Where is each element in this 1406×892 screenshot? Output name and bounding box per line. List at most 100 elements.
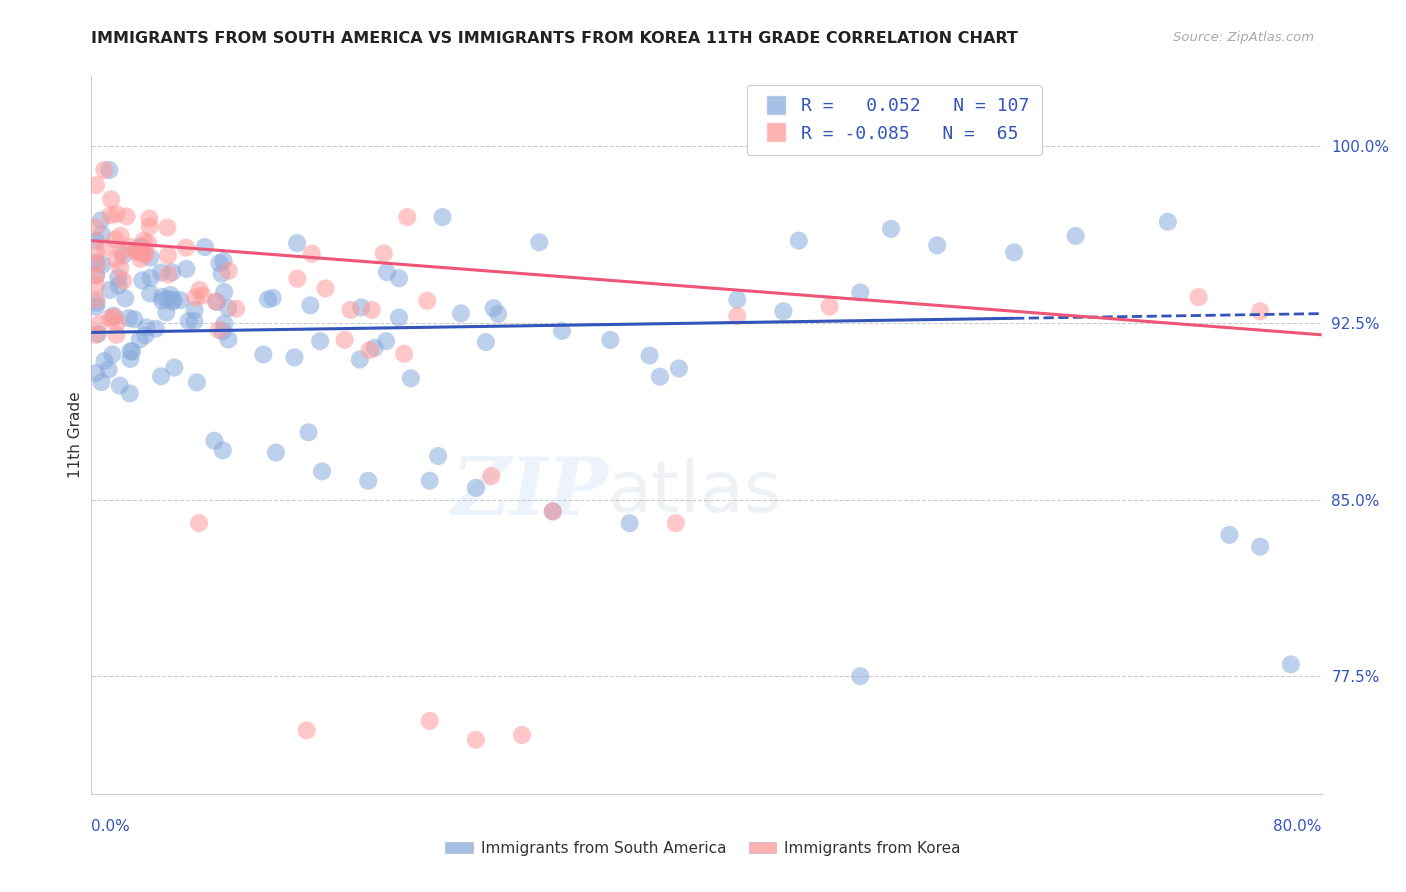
Point	[315, 281, 337, 295]
Point	[188, 516, 211, 530]
Point	[129, 241, 152, 255]
Point	[97, 362, 120, 376]
Point	[112, 248, 135, 262]
Point	[98, 283, 121, 297]
Point	[107, 270, 129, 285]
Point	[1249, 540, 1271, 554]
Point	[115, 210, 138, 224]
Point	[186, 376, 208, 390]
Point	[150, 265, 173, 279]
Point	[214, 317, 236, 331]
Point	[84, 268, 107, 283]
Point	[475, 334, 498, 349]
Point	[363, 341, 385, 355]
Point	[638, 349, 661, 363]
Point	[120, 351, 142, 366]
Point	[177, 314, 200, 328]
Point	[479, 469, 502, 483]
Point	[419, 714, 441, 728]
Point	[205, 295, 228, 310]
Point	[212, 324, 235, 338]
Point	[427, 449, 450, 463]
Point	[217, 301, 239, 315]
Point	[118, 311, 141, 326]
Point	[174, 241, 197, 255]
Point	[138, 211, 160, 226]
Point	[309, 334, 332, 348]
Point	[725, 293, 748, 307]
Point	[205, 294, 228, 309]
Point	[129, 245, 152, 260]
Point	[132, 234, 155, 248]
Point	[510, 728, 533, 742]
Point	[118, 240, 141, 254]
Point	[155, 305, 177, 319]
Point	[482, 301, 505, 315]
Point	[157, 268, 180, 282]
Point	[880, 222, 903, 236]
Text: IMMIGRANTS FROM SOUTH AMERICA VS IMMIGRANTS FROM KOREA 11TH GRADE CORRELATION CH: IMMIGRANTS FROM SOUTH AMERICA VS IMMIGRA…	[91, 31, 1018, 46]
Point	[486, 307, 509, 321]
Point	[84, 278, 107, 293]
Point	[295, 723, 318, 738]
Point	[101, 347, 124, 361]
Point	[257, 293, 280, 307]
Point	[375, 265, 398, 279]
Point	[162, 294, 184, 309]
Point	[110, 244, 132, 259]
Point	[208, 256, 231, 270]
Point	[159, 288, 181, 302]
Point	[183, 314, 205, 328]
Point	[136, 235, 159, 250]
Text: 80.0%: 80.0%	[1274, 820, 1322, 834]
Point	[145, 321, 167, 335]
Point	[84, 327, 107, 342]
Point	[89, 317, 111, 331]
Point	[84, 255, 107, 269]
Point	[208, 323, 231, 337]
Point	[121, 344, 143, 359]
Point	[359, 343, 381, 357]
Point	[211, 267, 233, 281]
Point	[110, 260, 132, 275]
Point	[98, 163, 121, 178]
Point	[131, 273, 153, 287]
Point	[818, 300, 841, 314]
Point	[84, 268, 107, 283]
Point	[285, 271, 308, 285]
Point	[1002, 245, 1025, 260]
Point	[100, 192, 122, 206]
Point	[1187, 290, 1209, 304]
Point	[188, 283, 211, 297]
Point	[1279, 657, 1302, 672]
Point	[217, 333, 239, 347]
Point	[160, 265, 183, 279]
Point	[139, 270, 162, 285]
Point	[464, 481, 486, 495]
Point	[128, 333, 150, 347]
Point	[927, 238, 949, 252]
Point	[551, 324, 574, 338]
Point	[156, 292, 179, 306]
Point	[120, 344, 142, 359]
Point	[94, 240, 117, 254]
Point	[86, 257, 108, 271]
Point	[84, 234, 107, 248]
Point	[134, 246, 156, 260]
Legend: Immigrants from South America, Immigrants from Korea: Immigrants from South America, Immigrant…	[439, 835, 967, 862]
Point	[350, 301, 373, 315]
Point	[218, 264, 240, 278]
Point	[104, 233, 127, 247]
Point	[541, 504, 564, 518]
Point	[297, 425, 319, 440]
Point	[134, 247, 156, 261]
Point	[93, 354, 115, 368]
Point	[98, 208, 121, 222]
Point	[252, 347, 274, 361]
Point	[419, 474, 441, 488]
Point	[125, 244, 148, 258]
Point	[163, 360, 186, 375]
Text: atlas: atlas	[607, 458, 783, 527]
Point	[262, 291, 284, 305]
Point	[84, 178, 107, 193]
